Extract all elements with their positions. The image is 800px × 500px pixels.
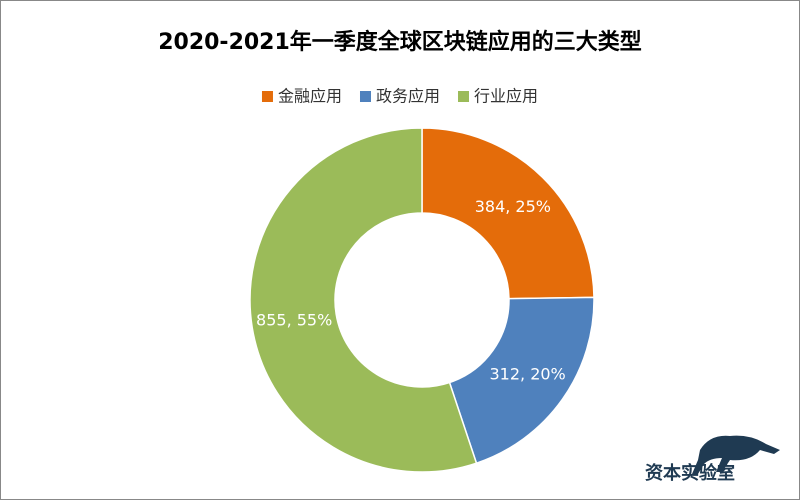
data-label: 312, 20% bbox=[489, 364, 565, 383]
watermark: 资本实验室 bbox=[645, 462, 735, 484]
watermark-logo bbox=[692, 435, 780, 474]
donut-slice bbox=[448, 296, 595, 465]
legend-swatch bbox=[261, 91, 273, 102]
data-label: 384, 25% bbox=[475, 197, 551, 216]
donut-slice bbox=[421, 127, 595, 300]
data-label: 855, 55% bbox=[256, 310, 332, 329]
legend-label: 政务应用 bbox=[376, 87, 440, 106]
chart-title: 2020-2021年一季度全球区块链应用的三大类型 bbox=[158, 29, 642, 55]
donut-slice bbox=[249, 127, 478, 473]
legend-label: 行业应用 bbox=[474, 87, 538, 106]
legend-label: 金融应用 bbox=[278, 87, 342, 106]
legend-swatch bbox=[359, 91, 371, 102]
legend-swatch bbox=[458, 91, 470, 102]
